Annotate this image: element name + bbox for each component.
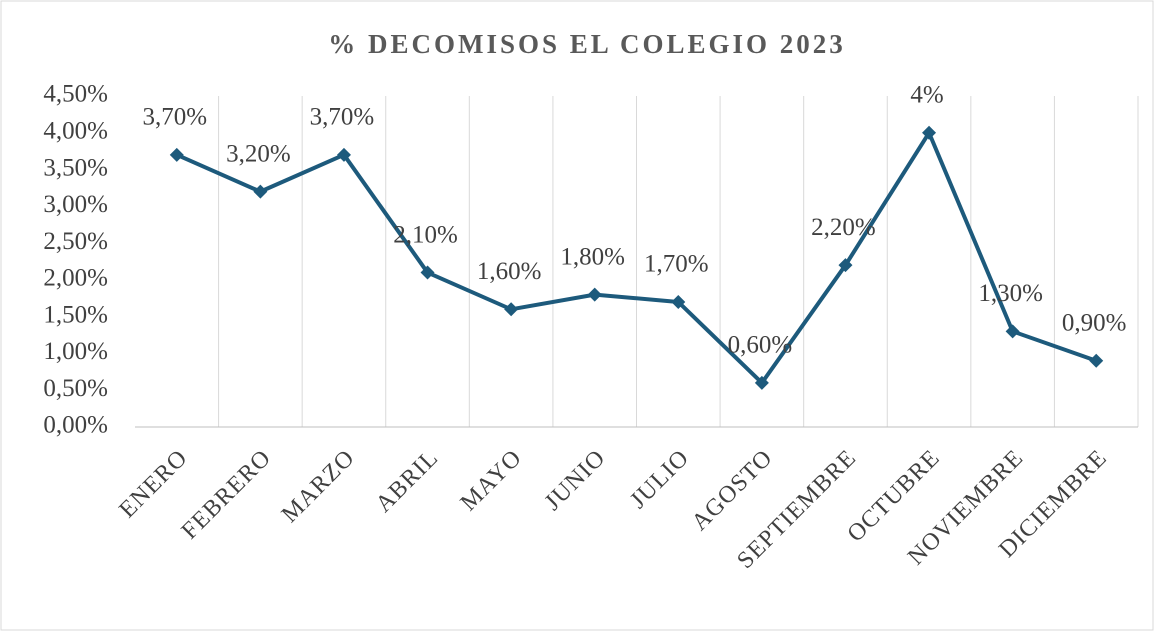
marker [504, 302, 519, 317]
y-tick-label: 3,00% [43, 191, 108, 218]
chart-title: % DECOMISOS EL COLEGIO 2023 [328, 29, 846, 59]
y-tick-label: 4,00% [43, 118, 108, 145]
y-tick-label: 1,50% [43, 301, 108, 328]
data-label: 2,20% [811, 214, 876, 241]
marker [671, 294, 686, 309]
y-tick-label: 0,50% [43, 375, 108, 402]
data-label: 2,10% [393, 221, 458, 248]
marker [169, 147, 184, 162]
data-label: 0,60% [728, 332, 793, 359]
data-label: 3,70% [143, 104, 208, 131]
marker [1089, 353, 1104, 368]
data-label: 3,70% [310, 104, 375, 131]
data-label: 0,90% [1062, 310, 1127, 337]
data-label: 1,60% [477, 258, 542, 285]
data-label: 1,70% [644, 251, 709, 278]
y-tick-label: 3,50% [43, 154, 108, 181]
marker [336, 147, 351, 162]
data-label: 1,30% [978, 280, 1043, 307]
marker [754, 375, 769, 390]
data-label: 1,80% [560, 243, 625, 270]
marker [587, 287, 602, 302]
y-tick-label: 1,00% [43, 338, 108, 365]
marker [1005, 324, 1020, 339]
marker [253, 184, 268, 199]
y-tick-label: 4,50% [43, 81, 108, 108]
marker [922, 125, 937, 140]
marker [420, 265, 435, 280]
data-label: 3,20% [226, 140, 291, 167]
y-tick-label: 2,50% [43, 228, 108, 255]
data-label: 4% [910, 82, 943, 109]
line [175, 130, 1097, 385]
marker [838, 258, 853, 273]
y-tick-label: 0,00% [43, 412, 108, 439]
y-tick-label: 2,00% [43, 265, 108, 292]
